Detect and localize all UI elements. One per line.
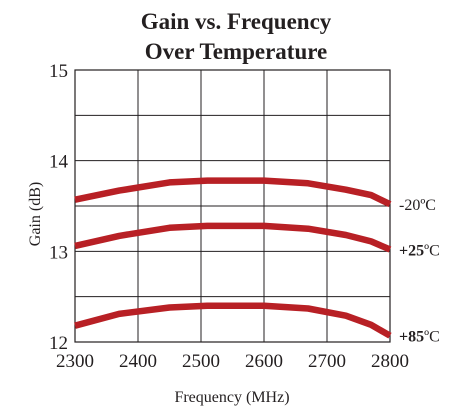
series-line-1 — [74, 177, 392, 208]
series-label-1: -20ºC — [399, 197, 436, 214]
series-line-2 — [74, 222, 392, 253]
y-tick-label-15: 15 — [49, 61, 68, 82]
series-labels: -20ºC +25ºC +85ºC — [399, 197, 440, 345]
y-tick-labels: 12 13 14 15 — [49, 61, 69, 354]
grid — [74, 69, 391, 343]
x-tick-label-2400: 2400 — [119, 351, 157, 372]
x-tick-label-2800: 2800 — [371, 351, 409, 372]
data-series — [74, 177, 392, 339]
y-tick-label-14: 14 — [49, 152, 69, 173]
x-tick-label-2500: 2500 — [182, 351, 220, 372]
y-tick-label-13: 13 — [49, 242, 68, 263]
x-tick-label-2300: 2300 — [56, 351, 94, 372]
chart-title-line-1: Gain vs. Frequency — [141, 9, 332, 34]
chart-title: Gain vs. Frequency Over Temperature — [141, 9, 332, 64]
chart-title-line-2: Over Temperature — [145, 39, 327, 64]
y-axis-label: Gain (dB) — [27, 182, 44, 246]
y-tick-label-12: 12 — [49, 333, 68, 354]
x-axis-label: Frequency (MHz) — [174, 389, 289, 406]
x-tick-label-2700: 2700 — [308, 351, 346, 372]
plot-frame — [74, 69, 391, 343]
x-tick-label-2600: 2600 — [245, 351, 283, 372]
series-label-2: +25ºC — [399, 243, 440, 260]
series-line-3 — [74, 302, 392, 339]
x-tick-labels: 2300 2400 2500 2600 2700 2800 — [56, 351, 409, 372]
series-label-3: +85ºC — [399, 329, 440, 346]
